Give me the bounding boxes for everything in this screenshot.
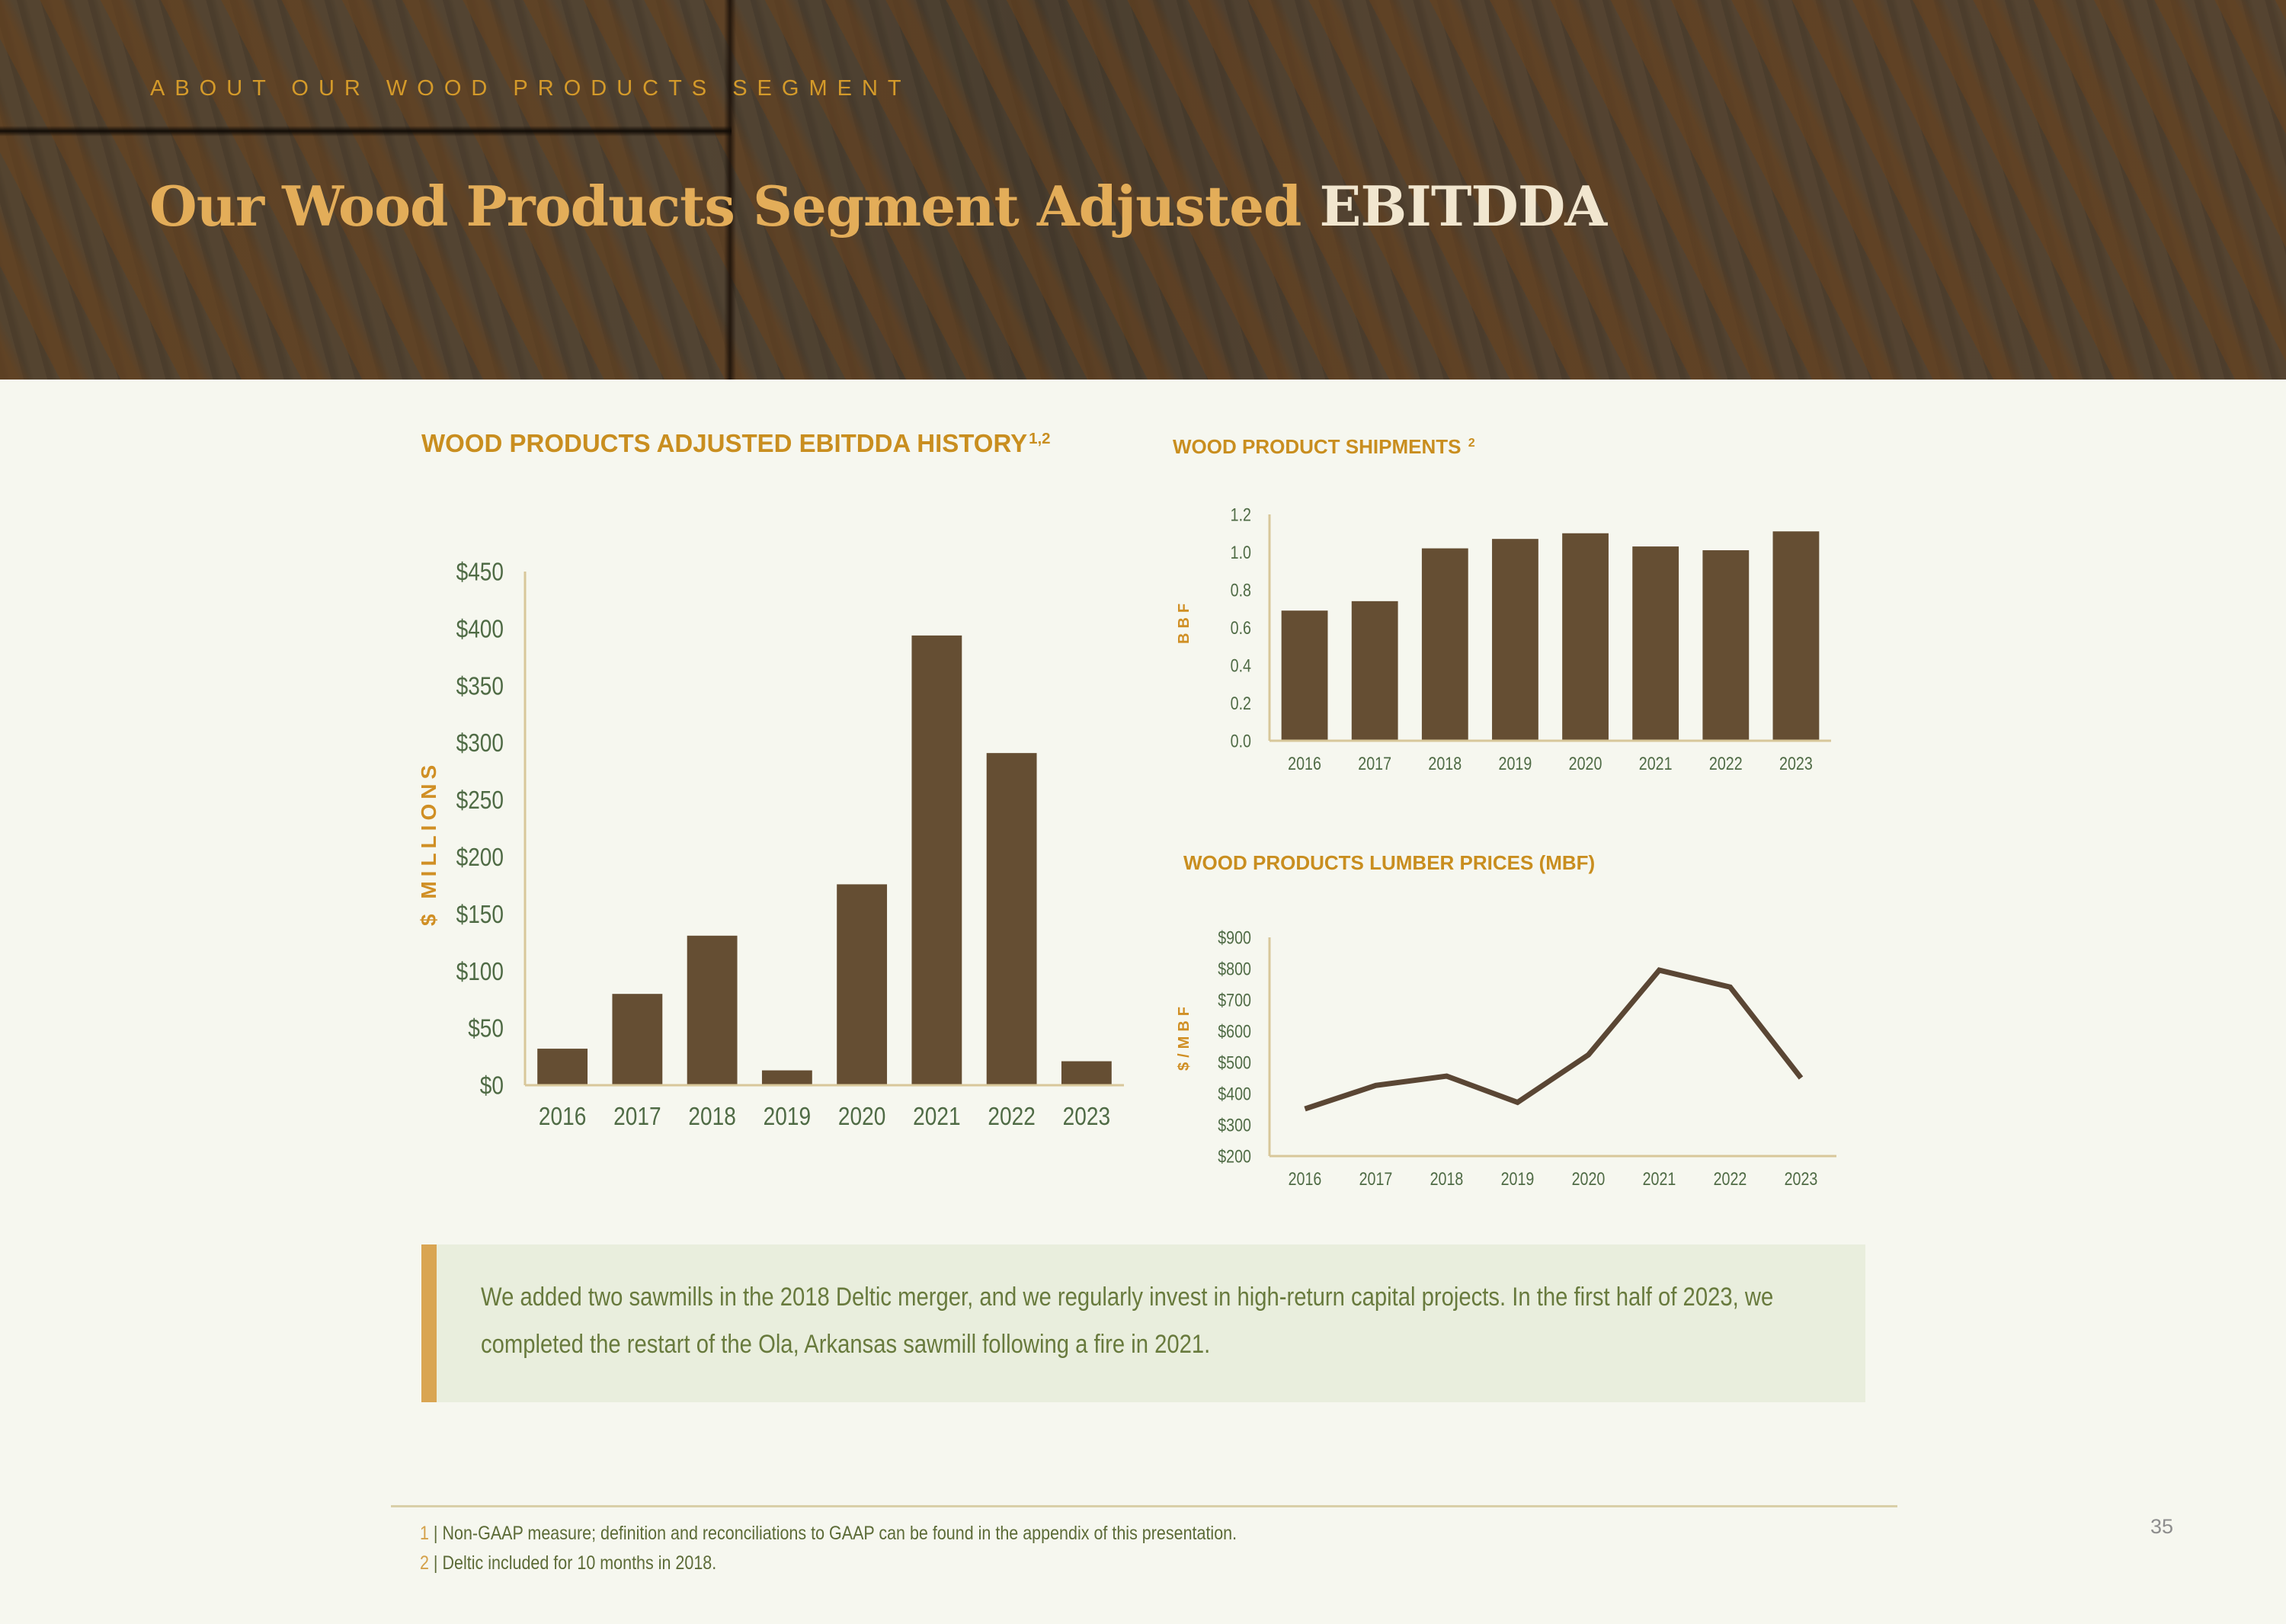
y-tick-label: $250 <box>456 786 504 815</box>
footnote-2-text: Deltic included for 10 months in 2018. <box>442 1552 717 1574</box>
page-title: Our Wood Products Segment Adjusted EBITD… <box>149 174 1607 239</box>
x-tick-label: 2019 <box>764 1103 811 1131</box>
y-tick-label: $500 <box>1218 1052 1251 1073</box>
y-tick-label: $300 <box>456 729 504 758</box>
footnote-divider <box>391 1505 1897 1507</box>
x-tick-label: 2021 <box>913 1103 960 1131</box>
wood-texture-overlay <box>0 0 2286 380</box>
callout-accent-stripe <box>421 1244 437 1402</box>
x-tick-label: 2018 <box>688 1103 735 1131</box>
x-tick-label: 2016 <box>1288 753 1321 774</box>
bar-2017 <box>1351 601 1398 741</box>
x-tick-label: 2023 <box>1785 1168 1818 1189</box>
y-tick-label: $300 <box>1218 1115 1251 1136</box>
x-tick-label: 2022 <box>1714 1168 1747 1189</box>
y-tick-label: $350 <box>456 672 504 700</box>
ebitdda-chart-title: WOOD PRODUCTS ADJUSTED EBITDDA HISTORY1,… <box>421 429 1051 458</box>
bar-2016 <box>1281 610 1328 741</box>
y-tick-label: $700 <box>1218 990 1251 1011</box>
y-tick-label: $600 <box>1218 1021 1251 1042</box>
wood-seam-vertical <box>724 0 736 380</box>
section-kicker: ABOUT OUR WOOD PRODUCTS SEGMENT <box>150 76 911 101</box>
y-tick-label: $900 <box>1218 927 1251 948</box>
shipments-chart-title: WOOD PRODUCT SHIPMENTS 2 <box>1173 435 1475 459</box>
y-tick-label: $400 <box>1218 1084 1251 1104</box>
shipments-chart-title-text: WOOD PRODUCT SHIPMENTS <box>1173 435 1462 458</box>
y-tick-label: 0.8 <box>1231 580 1251 601</box>
bar-2017 <box>612 994 663 1085</box>
bar-2019 <box>1492 539 1538 741</box>
y-tick-label: $150 <box>456 901 504 929</box>
y-tick-label: 0.6 <box>1231 617 1251 638</box>
y-tick-label: 1.0 <box>1231 542 1251 562</box>
x-tick-label: 2017 <box>1359 1168 1393 1189</box>
bar-2020 <box>1562 533 1609 741</box>
callout-text: We added two sawmills in the 2018 Deltic… <box>481 1283 1774 1359</box>
shipments-chart-superscript: 2 <box>1468 436 1475 450</box>
bar-2019 <box>761 1070 812 1085</box>
header-banner: ABOUT OUR WOOD PRODUCTS SEGMENT Our Wood… <box>0 0 2286 380</box>
wood-seam-horizontal <box>0 126 732 136</box>
y-tick-label: $800 <box>1218 959 1251 979</box>
footnotes: 1 | Non-GAAP measure; definition and rec… <box>420 1519 1237 1578</box>
x-tick-label: 2017 <box>613 1103 661 1131</box>
x-tick-label: 2023 <box>1063 1103 1110 1131</box>
x-tick-label: 2018 <box>1430 1168 1464 1189</box>
page-title-accent: EBITDDA <box>1319 174 1607 239</box>
footnote-1-text: Non-GAAP measure; definition and reconci… <box>442 1523 1237 1544</box>
y-tick-label: $100 <box>456 958 504 986</box>
y-tick-label: $200 <box>1218 1146 1251 1167</box>
x-tick-label: 2017 <box>1358 753 1391 774</box>
x-tick-label: 2019 <box>1499 753 1532 774</box>
bar-2021 <box>1632 546 1679 741</box>
y-tick-label: $50 <box>468 1015 504 1043</box>
bar-2018 <box>687 935 738 1085</box>
bar-2022 <box>1702 550 1750 741</box>
footnote-1: 1 | Non-GAAP measure; definition and rec… <box>420 1519 1237 1549</box>
x-tick-label: 2021 <box>1643 1168 1676 1189</box>
y-tick-label: 0.2 <box>1231 693 1251 713</box>
y-tick-label: $450 <box>456 558 504 586</box>
page-number: 35 <box>2150 1515 2174 1538</box>
x-tick-label: 2022 <box>988 1103 1035 1131</box>
bar-2021 <box>911 635 962 1085</box>
lumber-chart-title: WOOD PRODUCTS LUMBER PRICES (MBF) <box>1183 851 1596 874</box>
callout-box: We added two sawmills in the 2018 Deltic… <box>421 1244 1865 1402</box>
y-tick-label: 1.2 <box>1231 504 1251 525</box>
y-tick-label: 0.4 <box>1231 655 1251 676</box>
ebitdda-chart-superscript: 1,2 <box>1029 429 1051 447</box>
footnote-2-separator: | <box>428 1552 443 1574</box>
y-tick-label: $200 <box>456 844 504 872</box>
bar-2016 <box>537 1049 588 1085</box>
footnote-1-separator: | <box>428 1523 443 1544</box>
x-tick-label: 2022 <box>1709 753 1743 774</box>
y-tick-label: $400 <box>456 615 504 643</box>
x-tick-label: 2019 <box>1501 1168 1535 1189</box>
footnote-1-number: 1 <box>420 1523 429 1544</box>
bar-2018 <box>1421 548 1468 741</box>
price-line <box>1304 967 1804 1112</box>
x-tick-label: 2018 <box>1428 753 1462 774</box>
bar-2022 <box>986 753 1037 1085</box>
x-tick-label: 2020 <box>1569 753 1602 774</box>
footnote-2-number: 2 <box>420 1552 429 1574</box>
footnote-2: 2 | Deltic included for 10 months in 201… <box>420 1549 1237 1578</box>
ebitdda-chart-title-text: WOOD PRODUCTS ADJUSTED EBITDDA HISTORY <box>421 429 1028 457</box>
x-tick-label: 2016 <box>1289 1168 1322 1189</box>
y-tick-label: $0 <box>480 1071 504 1100</box>
y-tick-label: 0.0 <box>1231 731 1251 751</box>
x-tick-label: 2020 <box>838 1103 885 1131</box>
x-tick-label: 2023 <box>1779 753 1813 774</box>
bar-2023 <box>1772 531 1820 741</box>
x-tick-label: 2020 <box>1572 1168 1606 1189</box>
x-tick-label: 2021 <box>1639 753 1673 774</box>
x-tick-label: 2016 <box>539 1103 586 1131</box>
bar-2023 <box>1061 1061 1112 1085</box>
page-title-main: Our Wood Products Segment Adjusted <box>149 174 1320 239</box>
bar-2020 <box>837 884 888 1085</box>
